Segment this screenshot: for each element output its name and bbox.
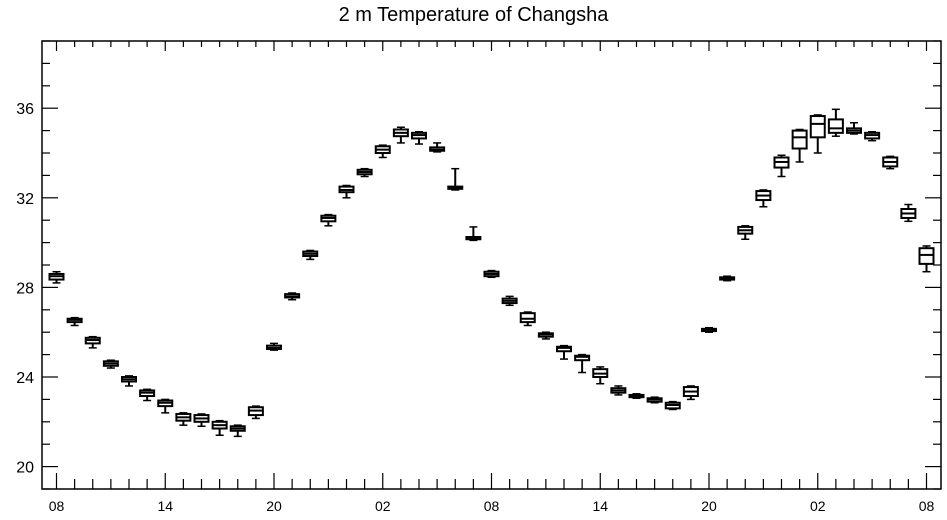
box-body [574,354,591,362]
box-5 [139,388,156,402]
box-17 [356,167,373,178]
box-46 [882,155,899,170]
box-29 [574,353,591,374]
box-40 [773,154,790,178]
x-tick-label: 08 [919,498,935,514]
box-20 [411,130,427,145]
box-35 [682,385,699,401]
box-8 [193,413,210,428]
box-34 [664,400,681,411]
box-48 [918,245,935,273]
box-22 [447,167,464,191]
box-body [519,312,536,324]
y-tick-label: 36 [16,101,34,118]
x-tick-label: 14 [157,498,173,514]
box-30 [592,366,609,385]
box-18 [374,144,391,159]
box-19 [392,126,409,144]
box-body [918,247,935,265]
box-24 [483,269,500,279]
box-43 [827,108,844,137]
box-body [809,115,826,139]
box-26 [519,311,536,327]
box-38 [737,225,754,240]
x-tick-label: 02 [810,498,826,514]
x-tick-label: 02 [375,498,391,514]
box-7 [175,412,192,426]
box-16 [338,184,355,199]
box-body [827,118,844,134]
box-0 [48,270,65,284]
box-10 [229,424,246,438]
box-23 [465,226,482,242]
chart-title: 2 m Temperature of Changsha [338,4,609,26]
box-33 [646,396,663,404]
box-3 [102,359,119,369]
x-tick-label: 20 [266,498,282,514]
y-tick-label: 32 [16,191,34,208]
box-27 [537,331,554,340]
box-11 [247,405,264,420]
y-tick-label: 28 [16,280,34,297]
box-47 [900,203,917,223]
y-tick-label: 20 [16,460,34,477]
y-tick-label: 24 [16,370,34,387]
box-13 [284,292,301,301]
box-44 [846,122,862,135]
box-body [556,345,572,353]
box-1 [66,316,83,327]
box-14 [302,249,319,261]
box-12 [266,342,282,351]
x-tick-label: 08 [49,498,65,514]
box-4 [121,375,137,387]
box-28 [556,344,572,360]
box-36 [701,326,717,333]
box-39 [755,189,772,208]
box-45 [864,130,881,142]
x-tick-label: 20 [701,498,717,514]
box-42 [809,114,826,154]
box-37 [719,275,736,282]
box-15 [320,213,337,227]
box-25 [501,295,518,307]
box-9 [211,419,228,436]
x-tick-label: 08 [484,498,500,514]
box-2 [84,335,101,349]
box-41 [791,128,808,163]
box-6 [157,398,174,414]
plot-frame [41,40,942,490]
box-32 [628,393,645,400]
box-31 [610,385,627,396]
box-21 [429,142,446,153]
x-tick-label: 14 [592,498,608,514]
box-body [791,129,808,150]
